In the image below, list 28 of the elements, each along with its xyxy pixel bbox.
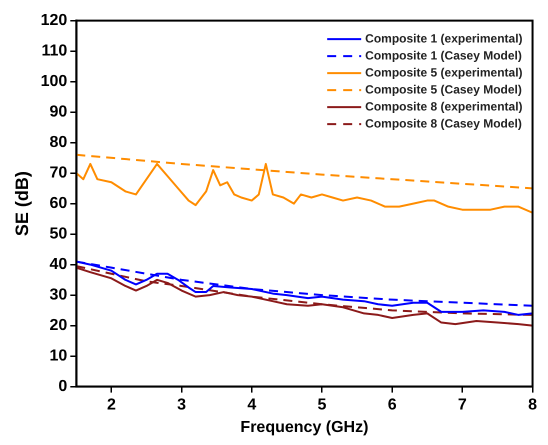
legend-label: Composite 5 (experimental)	[365, 65, 523, 80]
x-tick-label: 7	[458, 396, 467, 414]
legend-label: Composite 5 (Casey Model)	[365, 82, 522, 96]
x-tick-label: 3	[177, 396, 186, 414]
x-tick-label: 6	[388, 396, 397, 414]
y-tick-label: 110	[41, 42, 68, 60]
y-tick-label: 100	[40, 73, 68, 90]
x-tick-label: 8	[528, 396, 538, 414]
y-tick-label: 10	[50, 348, 68, 365]
legend-label: Composite 8 (experimental)	[365, 99, 523, 114]
x-tick-label: 2	[106, 396, 116, 414]
y-tick-label: 20	[50, 317, 68, 334]
x-tick-label: 5	[318, 396, 327, 414]
legend-label: Composite 1 (experimental)	[365, 31, 523, 46]
y-tick-label: 50	[50, 226, 68, 243]
legend-label: Composite 1 (Casey Model)	[365, 48, 522, 62]
y-tick-label: 0	[58, 378, 68, 396]
legend-label: Composite 8 (Casey Model)	[365, 116, 522, 130]
y-tick-label: 90	[50, 104, 68, 121]
y-tick-label: 80	[50, 134, 68, 152]
y-tick-label: 70	[50, 164, 68, 182]
y-axis-title: SE (dB)	[12, 171, 32, 236]
x-tick-label: 4	[247, 396, 256, 414]
y-tick-label: 30	[50, 286, 68, 304]
y-tick-label: 40	[50, 256, 68, 274]
x-axis-title: Frequency (GHz)	[240, 418, 368, 436]
y-tick-label: 120	[40, 12, 68, 30]
y-tick-label: 60	[50, 195, 68, 212]
